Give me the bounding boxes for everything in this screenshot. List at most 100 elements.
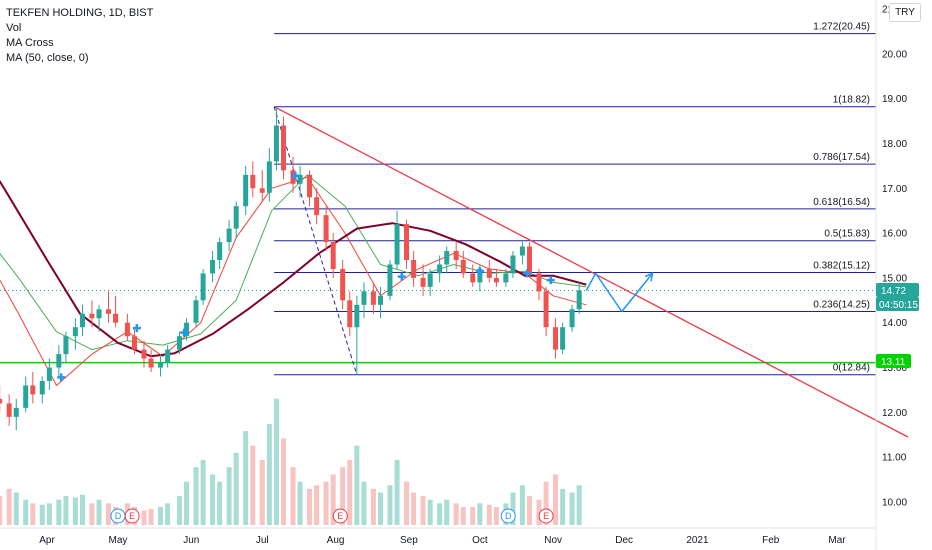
- volume-bar: [158, 506, 164, 525]
- event-letter: E: [129, 511, 135, 521]
- volume-bar: [148, 509, 154, 525]
- volume-bar: [23, 499, 29, 525]
- time-axis-labels[interactable]: Apr May Jun Jul Aug Sep Oct Nov Dec 2021 Feb Mar: [39, 535, 846, 546]
- candle-body: [420, 277, 426, 287]
- volume-bar: [510, 492, 516, 525]
- candle-body: [193, 300, 199, 323]
- volume-bar: [354, 445, 360, 525]
- candle-body: [0, 398, 3, 404]
- volume-bar: [444, 499, 450, 525]
- volume-bars: [0, 398, 582, 525]
- price-tick-label: 18.00: [882, 139, 907, 150]
- event-letter: E: [337, 511, 343, 521]
- volume-bar: [536, 499, 542, 525]
- time-tick-label: May: [109, 535, 128, 546]
- volume-bar: [453, 503, 459, 525]
- candle-body: [266, 161, 272, 193]
- axes: [0, 0, 877, 550]
- candle-body: [460, 259, 466, 274]
- price-axis-labels[interactable]: 21.0020.0019.0018.0017.0016.0015.0014.00…: [882, 5, 907, 509]
- candle-body: [330, 242, 336, 269]
- candle-body: [124, 322, 130, 337]
- volume-bar: [387, 485, 393, 525]
- candle-body: [30, 385, 36, 395]
- time-tick-label: Apr: [39, 535, 55, 546]
- candle-body: [96, 309, 102, 319]
- candle-body: [378, 295, 384, 305]
- candle-body: [427, 273, 433, 287]
- volume-bar: [56, 499, 62, 525]
- volume-bar: [176, 496, 182, 525]
- price-tick-label: 15.00: [882, 273, 907, 284]
- level-tag-bg: [876, 354, 911, 368]
- volume-bar: [46, 503, 52, 525]
- ma-slow-line: [0, 174, 587, 351]
- candle-body: [200, 273, 206, 301]
- fib-level-label: 0.382(15.12): [813, 261, 870, 272]
- candle-body: [63, 336, 69, 355]
- volume-bar: [63, 496, 69, 525]
- candle-body: [569, 309, 575, 328]
- fib-anchor-line: [273, 106, 358, 375]
- candle-body: [46, 367, 52, 381]
- candle-body: [536, 273, 542, 292]
- projection-path: [585, 272, 654, 313]
- dividend-event: [500, 508, 516, 524]
- volume-bar: [569, 492, 575, 525]
- price-tick-label: 11.00: [882, 453, 907, 464]
- symbol-title[interactable]: TEKFEN HOLDING, 1D, BIST: [6, 7, 154, 19]
- candle-body: [493, 277, 499, 283]
- candle-body: [217, 242, 223, 260]
- volume-bar: [79, 494, 85, 525]
- ma-cross-marker: [523, 269, 532, 278]
- indicator-lines: [0, 106, 909, 438]
- volume-bar: [323, 481, 329, 525]
- candle-body: [470, 273, 476, 283]
- volume-bar: [527, 496, 533, 525]
- price-tick-label: 13.00: [882, 363, 907, 374]
- candle-body: [347, 300, 353, 328]
- ma-cross-marker: [57, 373, 66, 382]
- candle-body: [141, 349, 147, 359]
- fib-level-label: 0.236(14.25): [813, 300, 870, 311]
- legend-volume[interactable]: Vol: [6, 22, 22, 34]
- ma-cross-marker: [546, 276, 555, 285]
- time-tick-label: Jun: [183, 535, 199, 546]
- event-letter: D: [115, 511, 122, 521]
- candle-body: [411, 259, 417, 278]
- volume-bar: [210, 474, 216, 525]
- candle-body: [105, 309, 111, 314]
- currency-button[interactable]: TRY: [889, 3, 921, 22]
- volume-bar: [427, 499, 433, 525]
- trendline: [273, 106, 909, 438]
- volume-bar: [378, 492, 384, 525]
- volume-bar: [13, 492, 19, 525]
- candle-body: [560, 327, 566, 350]
- legend-ma-cross[interactable]: MA Cross: [6, 37, 54, 49]
- candle-body: [307, 174, 313, 198]
- legend-ma50[interactable]: MA (50, close, 0): [6, 52, 89, 64]
- candle-body: [281, 125, 287, 171]
- candle-body: [370, 291, 376, 305]
- time-tick-label: Sep: [400, 535, 418, 546]
- price-tick-label: 14.00: [882, 318, 907, 329]
- volume-bar: [576, 485, 582, 525]
- candle-body: [6, 403, 12, 417]
- candle-body: [250, 174, 256, 189]
- volume-bar: [266, 423, 272, 525]
- volume-bar: [330, 474, 336, 525]
- event-letter: E: [543, 511, 549, 521]
- candle-body: [486, 268, 492, 278]
- time-tick-label: Nov: [544, 535, 562, 546]
- chart-legend: TEKFEN HOLDING, 1D, BIST Vol MA Cross MA…: [6, 6, 153, 66]
- ma-cross-marker: [291, 171, 300, 180]
- time-tick-label: Mar: [828, 535, 846, 546]
- volume-bar: [226, 467, 232, 525]
- volume-bar: [460, 506, 466, 525]
- volume-bar: [314, 485, 320, 525]
- volume-bar: [193, 467, 199, 525]
- volume-bar: [470, 506, 476, 525]
- time-tick-label: 2021: [686, 535, 709, 546]
- volume-bar: [307, 488, 313, 525]
